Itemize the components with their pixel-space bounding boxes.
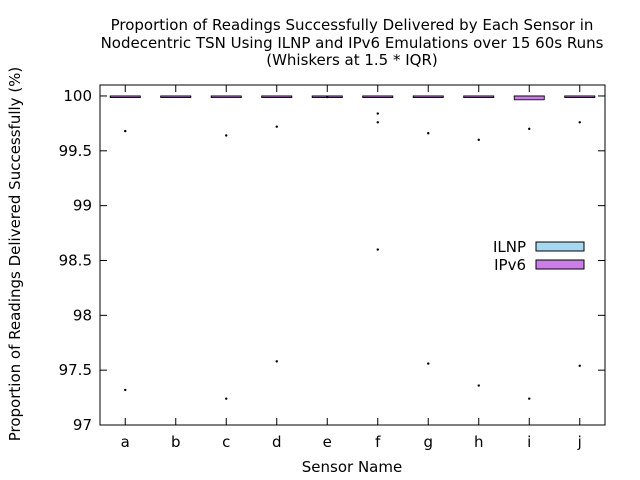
outlier-ilnp-c [225,134,228,137]
outlier-ilnp-j [578,364,581,367]
x-tick-label-c: c [222,433,230,451]
x-tick-label-b: b [171,433,181,451]
legend-label-ilnp: ILNP [493,238,526,256]
x-tick-label-f: f [375,433,381,451]
x-tick-label-j: j [577,433,582,451]
x-tick-label-e: e [323,433,332,451]
y-tick-label: 97.5 [59,361,92,379]
outlier-ilnp-h [477,384,480,387]
outlier-ilnp-d [275,125,278,128]
y-axis: 97 97.5 98 98.5 99 99.5 100 [59,87,605,434]
y-tick-label: 98 [73,306,92,324]
y-axis-label: Proportion of Readings Delivered Success… [6,67,24,442]
outlier-ilnp-i [528,127,531,131]
outlier-ilnp-i [528,397,531,400]
x-axis-label: Sensor Name [302,458,402,476]
outlier-ilnp-g [427,362,430,365]
legend-swatch-ipv6 [535,259,585,270]
x-tick-label-i: i [527,433,531,451]
outlier-ilnp-c [225,397,228,400]
chart-title-line-3: (Whiskers at 1.5 * IQR) [266,51,438,69]
x-tick-label-g: g [423,433,433,451]
x-tick-label-d: d [272,433,282,451]
outlier-ilnp-a [124,129,127,133]
outlier-ilnp-d [275,360,278,363]
chart-title-line-1: Proportion of Readings Successfully Deli… [111,16,594,34]
outlier-ilnp-f [376,112,379,115]
y-tick-label: 99 [73,197,92,215]
box-ipv6-i [513,95,545,101]
outlier-ilnp-e [326,95,329,99]
chart-title: Proportion of Readings Successfully Deli… [101,16,604,69]
outlier-ilnp-g [427,132,430,135]
outlier-ilnp-f [376,248,379,251]
legend-swatch-ilnp [535,241,585,252]
outlier-ilnp-a [124,388,127,392]
y-tick-label: 97 [73,416,92,434]
outlier-ilnp-j [578,121,581,124]
legend: ILNP IPv6 [493,238,585,274]
y-tick-label: 98.5 [59,251,92,269]
outlier-ilnp-f [376,121,379,124]
box-series [109,95,596,101]
plot-frame [99,84,606,426]
outlier-points [124,95,581,400]
x-tick-label-h: h [474,433,484,451]
legend-label-ipv6: IPv6 [494,256,526,274]
chart-title-line-2: Nodecentric TSN Using ILNP and IPv6 Emul… [101,34,604,52]
x-tick-label-a: a [121,433,130,451]
x-axis: a b c d e f g h i j [121,85,582,451]
y-tick-label: 99.5 [59,142,92,160]
y-tick-label: 100 [63,87,92,105]
outlier-ilnp-h [477,138,480,142]
